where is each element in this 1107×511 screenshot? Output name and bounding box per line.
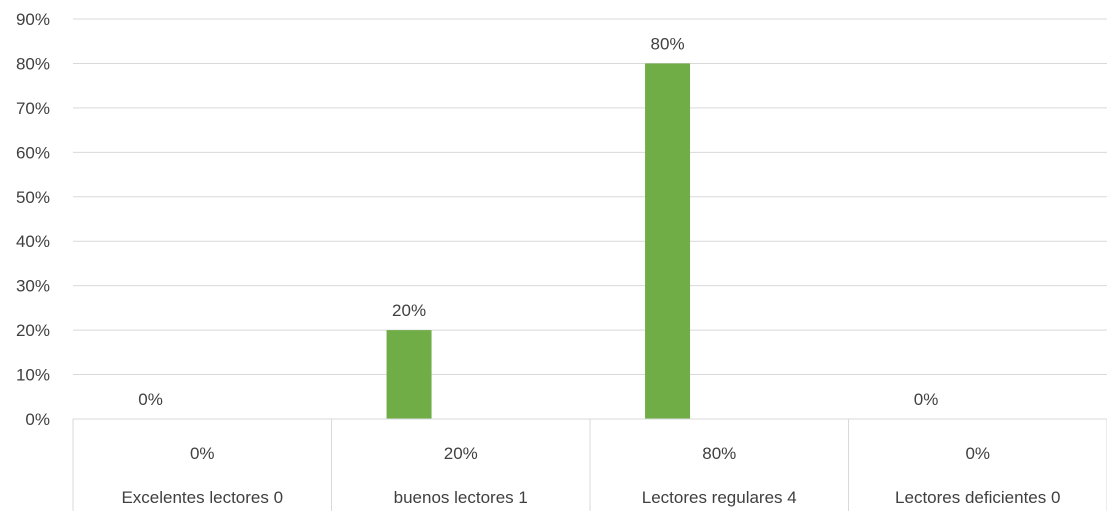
table-value-cell: 0% (190, 444, 215, 463)
x-category-label: Lectores regulares 4 (642, 488, 797, 507)
y-tick-label: 30% (16, 277, 50, 296)
y-tick-label: 20% (16, 321, 50, 340)
bars (386, 63, 691, 419)
y-tick-label: 90% (16, 10, 50, 29)
y-tick-label: 60% (16, 143, 50, 162)
y-tick-label: 40% (16, 232, 50, 251)
y-tick-label: 10% (16, 366, 50, 385)
x-category-label: Excelentes lectores 0 (121, 488, 283, 507)
table-value-cell: 20% (444, 444, 478, 463)
y-tick-label: 0% (25, 410, 50, 429)
y-axis-tick-labels: 0% 10% 20% 30% 40% 50% 60% 70% 80% 90% (16, 10, 50, 429)
y-tick-label: 70% (16, 99, 50, 118)
bar (645, 63, 691, 419)
data-label: 80% (651, 34, 685, 53)
y-tick-label: 80% (16, 54, 50, 73)
y-tick-label: 50% (16, 188, 50, 207)
data-label: 0% (914, 390, 939, 409)
x-category-label: Lectores deficientes 0 (895, 488, 1060, 507)
table-value-cell: 0% (965, 444, 990, 463)
table-value-cell: 80% (702, 444, 736, 463)
data-label: 20% (392, 301, 426, 320)
bar (386, 330, 432, 419)
data-table: 0% Excelentes lectores 0 20% buenos lectore… (72, 418, 1107, 511)
gridlines (73, 18, 1107, 420)
x-category-label: buenos lectores 1 (394, 488, 528, 507)
data-labels: 0% 20% 80% 0% (138, 34, 938, 409)
data-label: 0% (138, 390, 163, 409)
